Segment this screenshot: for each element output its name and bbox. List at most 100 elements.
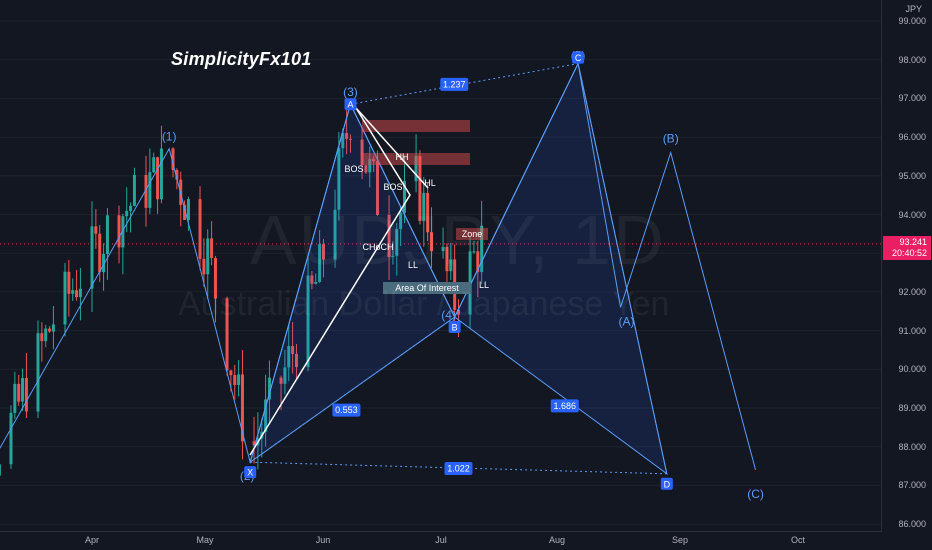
elliott-wave-path xyxy=(0,61,757,471)
harmonic-point-badge xyxy=(244,466,257,479)
elliott-wave-label: (C) xyxy=(747,487,764,501)
area-of-interest-label: Area Of Interest xyxy=(395,283,459,293)
harmonic-point-label: X xyxy=(247,468,253,478)
candle-body xyxy=(318,244,322,282)
candle-body xyxy=(418,155,422,221)
symbol-watermark: AUDJPY, 1D xyxy=(250,201,666,279)
candle-body xyxy=(395,229,399,256)
candle-body xyxy=(402,181,406,213)
candle-body xyxy=(183,204,187,220)
candle-body xyxy=(152,157,156,173)
candle-body xyxy=(63,271,67,325)
candle-body xyxy=(457,309,461,315)
price-axis[interactable]: JPY 86.000 87.000 88.000 89.000 90.000 91.000… xyxy=(881,0,932,532)
structure-label: CHoCH xyxy=(362,242,393,252)
candle-body xyxy=(94,226,98,234)
author-title: SimplicityFx101 xyxy=(171,49,312,69)
harmonic-point-label: A xyxy=(347,100,353,110)
candle-body xyxy=(144,174,148,208)
candle-body xyxy=(337,148,341,210)
time-tick-label: Oct xyxy=(790,535,806,545)
time-tick-label: May xyxy=(196,535,214,545)
candle-body xyxy=(348,138,352,140)
candle-body xyxy=(90,226,94,289)
time-tick-label: Jul xyxy=(435,535,447,545)
candle-body xyxy=(445,246,449,272)
time-tick-label: Aug xyxy=(548,535,566,545)
candle-body xyxy=(414,155,418,182)
structure-label: LL xyxy=(479,280,489,290)
candle-body xyxy=(21,378,25,402)
price-tick-label: 95.000 xyxy=(898,170,926,181)
instrument-name-watermark: Australian Dollar / Japanese Yen xyxy=(178,285,670,323)
supply-zone xyxy=(362,153,470,165)
candle-body xyxy=(67,271,71,294)
candle-body xyxy=(125,210,129,217)
time-tick-label: Jun xyxy=(315,535,331,545)
candle-body xyxy=(429,232,433,252)
last-price-tag: 93.241 20:40:52 xyxy=(883,236,931,260)
elliott-wave-label: (A) xyxy=(619,314,635,328)
structure-label: BOS xyxy=(344,164,363,174)
candle-body xyxy=(121,216,125,248)
elliott-wave-label: (1) xyxy=(162,130,177,144)
price-tick-label: 91.000 xyxy=(898,325,926,336)
candle-body xyxy=(291,346,295,354)
zone-box xyxy=(456,228,488,240)
candle-body xyxy=(399,212,403,230)
candle-body xyxy=(364,165,368,173)
structure-label: LL xyxy=(408,260,418,270)
harmonic-point-label: C xyxy=(575,53,582,63)
candle-body xyxy=(13,383,17,413)
candle-body xyxy=(213,258,217,299)
candle-body xyxy=(24,378,28,412)
last-price-value: 93.241 xyxy=(899,237,927,247)
candle-body xyxy=(310,275,314,284)
candle-body xyxy=(252,441,256,446)
candle-body xyxy=(283,367,287,384)
candle-body xyxy=(40,333,44,342)
candle-body xyxy=(480,225,484,273)
candle-body xyxy=(360,139,364,166)
candle-body xyxy=(71,290,75,294)
candle-body xyxy=(229,370,233,376)
candle-body xyxy=(449,259,453,272)
elliott-wave-label: (4) xyxy=(441,308,456,322)
candle-body xyxy=(476,251,480,273)
candle-body xyxy=(237,374,241,386)
candle-body xyxy=(233,375,237,386)
candle-body xyxy=(48,328,52,332)
harmonic-point-badge xyxy=(660,477,673,490)
candle-body xyxy=(287,346,291,368)
price-tick-label: 94.000 xyxy=(898,209,926,220)
structure-label: HH xyxy=(396,152,409,162)
candle-body xyxy=(294,353,298,368)
ratio-label: 0.553 xyxy=(335,405,358,415)
time-axis[interactable]: Apr May Jun Jul Aug Sep Oct xyxy=(0,531,882,550)
structure-label: HL xyxy=(424,178,436,188)
area-of-interest-box xyxy=(383,282,471,294)
candle-body xyxy=(132,174,136,206)
ratio-label: 1.686 xyxy=(553,401,576,411)
candle-body xyxy=(75,290,79,298)
candle-body xyxy=(441,246,445,252)
candle-body xyxy=(36,333,40,412)
ratio-badge xyxy=(550,399,579,413)
candle-body xyxy=(375,161,379,215)
candle-body xyxy=(171,148,175,170)
supply-zone xyxy=(362,120,470,132)
ratio-badge xyxy=(444,461,473,475)
currency-label: JPY xyxy=(905,4,922,14)
candlestick-series xyxy=(0,20,882,525)
elliott-wave-label: (B) xyxy=(663,132,679,146)
price-tick-label: 89.000 xyxy=(898,403,926,413)
price-tick-label: 92.000 xyxy=(898,286,926,297)
candle-body xyxy=(105,215,109,254)
candle-body xyxy=(210,238,214,259)
candle-body xyxy=(51,324,55,332)
price-tick-label: 88.000 xyxy=(898,441,926,452)
candle-body xyxy=(129,205,133,211)
candle-body xyxy=(341,133,345,149)
candle-body xyxy=(345,133,349,139)
